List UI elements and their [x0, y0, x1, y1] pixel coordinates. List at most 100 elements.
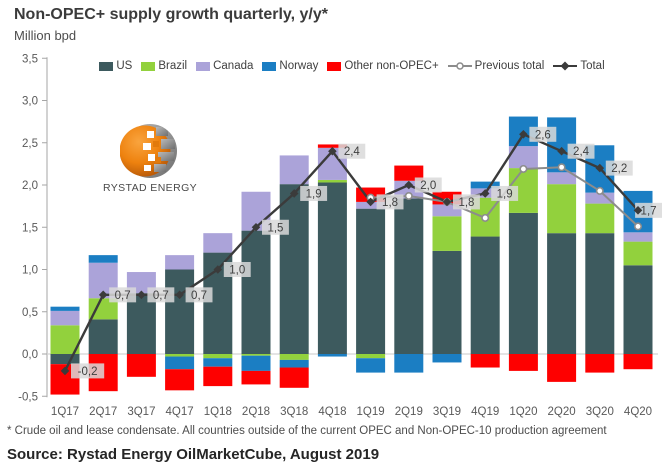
bar-segment-brazil-3q19 [432, 216, 462, 251]
bar-segment-other-non-opec--1q18 [203, 366, 233, 387]
chart-subtitle: Million bpd [14, 28, 77, 43]
legend-label: Brazil [158, 60, 188, 72]
total-label-chip [491, 185, 519, 201]
y-tick-label: 1,0 [22, 265, 38, 277]
total-label: 1,7 [641, 205, 657, 217]
total-marker [328, 146, 337, 156]
bar-segment-us-3q18 [279, 184, 309, 354]
bar-segment-other-non-opec--4q18 [317, 144, 347, 148]
legend-item-previous-total: Previous total [447, 60, 545, 72]
previous-total-marker [519, 164, 528, 173]
bar-segment-canada-3q18 [279, 155, 309, 185]
total-marker [137, 290, 146, 300]
total-marker [595, 163, 605, 173]
x-tick-label: 3Q18 [280, 406, 308, 418]
total-marker [98, 290, 108, 300]
globe-icon [120, 124, 177, 178]
legend-color-swatch [141, 61, 156, 71]
previous-total-marker [557, 163, 566, 172]
bar-segment-brazil-2q20 [547, 184, 577, 234]
total-marker [251, 222, 261, 232]
total-marker [404, 180, 414, 190]
bar-segment-canada-1q20 [508, 146, 538, 169]
y-tick-label: 2,5 [22, 138, 38, 150]
x-tick-label: 2Q20 [548, 406, 576, 418]
bar-segment-brazil-3q20 [585, 203, 615, 234]
bar-segment-norway-2q17 [88, 255, 118, 263]
total-label: 2,4 [573, 146, 590, 158]
bar-segment-us-4q19 [470, 236, 500, 354]
previous-total-marker [595, 186, 604, 195]
bar-segment-us-2q18 [241, 230, 271, 354]
bar-segment-us-3q20 [585, 233, 615, 354]
bar-segment-us-4q18 [317, 182, 347, 354]
bar-segment-brazil-4q18 [317, 179, 347, 183]
x-tick-label: 1Q19 [357, 406, 385, 418]
x-tick-label: 2Q18 [242, 406, 270, 418]
total-marker [480, 189, 490, 198]
total-label-chip [635, 202, 662, 218]
bar-segment-other-non-opec--4q19 [470, 354, 500, 368]
bar-segment-brazil-2q18 [241, 354, 271, 356]
total-label: 1,8 [458, 197, 474, 209]
total-label: 1,9 [306, 188, 322, 200]
total-label-chip [223, 262, 251, 277]
bar-segment-norway-4q19 [470, 181, 500, 189]
total-label: 1,5 [267, 222, 283, 234]
total-label: 2,0 [420, 180, 436, 192]
y-tick-label: -0,5 [18, 391, 38, 403]
total-label-chip [185, 287, 213, 303]
bar-segment-norway-2q19 [394, 354, 424, 373]
total-marker [213, 265, 223, 274]
legend-label: Previous total [474, 60, 545, 72]
bar-segment-other-non-opec--3q18 [279, 367, 309, 388]
total-label-chip [376, 194, 404, 210]
bar-segment-norway-3q19 [432, 354, 462, 363]
bar-segment-canada-2q20 [547, 172, 577, 185]
total-marker [519, 130, 528, 139]
legend-color-swatch [196, 61, 211, 71]
total-marker [60, 366, 70, 376]
y-tick-label: 2,0 [22, 180, 38, 192]
x-tick-label: 4Q17 [166, 406, 194, 418]
bar-segment-canada-4q20 [623, 232, 653, 242]
previous-total-marker [633, 222, 642, 231]
bar-segment-norway-4q17 [165, 356, 195, 370]
bar-segment-norway-1q19 [356, 358, 386, 373]
total-label: 1,0 [229, 265, 245, 277]
legend-label: Canada [213, 60, 254, 72]
bar-segment-norway-4q18 [317, 354, 347, 357]
x-tick-label: 1Q20 [509, 406, 537, 418]
legend-item-norway: Norway [262, 60, 318, 72]
x-tick-label: 3Q19 [433, 406, 461, 418]
x-tick-label: 4Q20 [624, 406, 652, 418]
bar-segment-us-1q19 [356, 208, 386, 354]
x-tick-label: 2Q19 [395, 406, 423, 418]
total-label: 0,7 [191, 290, 207, 302]
x-tick-label: 4Q18 [318, 406, 346, 418]
total-label-chip [262, 219, 289, 235]
bar-segment-us-3q19 [432, 250, 462, 354]
legend-item-total: Total [553, 60, 605, 72]
total-label: 0,7 [115, 290, 131, 302]
total-label: 2,6 [535, 129, 551, 141]
logo-wordmark: RYSTAD ENERGY [102, 182, 198, 194]
rystad-energy-logo: RYSTAD ENERGY [90, 121, 210, 194]
bar-segment-us-2q17 [88, 319, 118, 354]
bar-segment-norway-2q18 [241, 355, 271, 371]
bar-segment-other-non-opec--4q20 [623, 354, 653, 370]
total-label: 2,4 [344, 146, 361, 158]
bar-segment-us-1q20 [508, 212, 538, 354]
bar-segment-brazil-1q18 [203, 354, 233, 359]
legend-line-diamond-icon [553, 61, 578, 71]
bar-segment-us-2q19 [394, 198, 424, 354]
bar-segment-us-1q17 [50, 354, 80, 365]
total-label-chip [338, 143, 366, 159]
total-marker [175, 290, 184, 300]
bar-segment-brazil-1q19 [356, 354, 386, 359]
bar-segment-canada-1q18 [203, 233, 233, 253]
total-label: -0,2 [78, 366, 98, 378]
legend-item-canada: Canada [196, 60, 253, 72]
